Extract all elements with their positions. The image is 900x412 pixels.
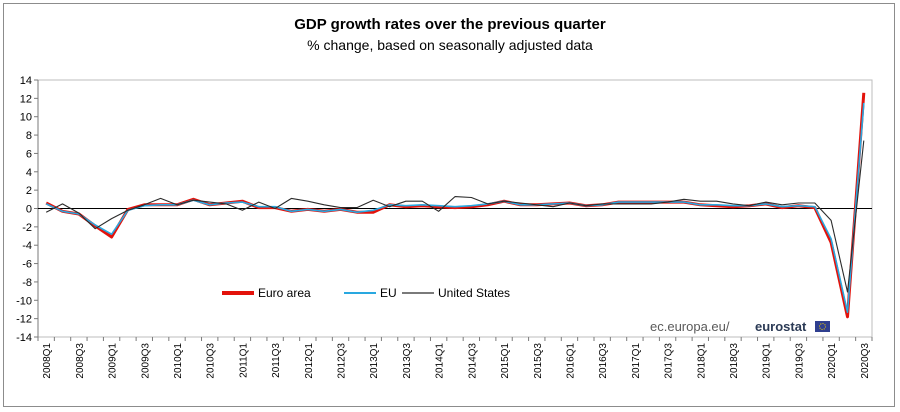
y-tick-label: 14: [20, 75, 32, 87]
series-line-united-states: [45, 140, 865, 293]
x-tick-label: 2010Q3: [206, 343, 217, 379]
x-tick-label: 2020Q3: [860, 343, 871, 379]
y-tick-label: -6: [22, 259, 32, 271]
series-layer: [45, 92, 866, 319]
x-tick-label: 2020Q1: [827, 343, 838, 379]
x-tick-label: 2013Q1: [369, 343, 380, 379]
x-tick-label: 2010Q1: [173, 343, 184, 379]
x-tick-label: 2012Q3: [337, 343, 348, 379]
x-tick-label: 2015Q3: [533, 343, 544, 379]
x-tick-label: 2008Q1: [42, 343, 53, 379]
source-credit: ec.europa.eu/ eurostat: [650, 319, 830, 334]
y-tick-label: 10: [20, 112, 32, 124]
x-tick-label: 2019Q1: [762, 343, 773, 379]
legend-label-euro-area: Euro area: [258, 286, 311, 300]
legend: Euro area EU United States: [222, 286, 510, 300]
y-tick-label: -8: [22, 277, 32, 289]
source-brand: eurostat: [755, 319, 807, 334]
legend-label-eu: EU: [380, 286, 397, 300]
y-tick-label: 2: [26, 185, 32, 197]
source-url: ec.europa.eu/: [650, 319, 730, 334]
x-tick-label: 2019Q3: [794, 343, 805, 379]
legend-label-united-states: United States: [438, 286, 510, 300]
x-tick-label: 2015Q1: [500, 343, 511, 379]
eu-flag-icon: [815, 321, 830, 332]
x-tick-label: 2017Q3: [664, 343, 675, 379]
x-tick-label: 2009Q3: [140, 343, 151, 379]
x-tick-label: 2012Q1: [304, 343, 315, 379]
x-tick-label: 2013Q3: [402, 343, 413, 379]
axis-layer: -14 -12 -10 -8 -6 -4 -2 0 2 4 6 8 10 12 14 2008Q1 2008Q3…: [16, 75, 873, 379]
y-tick-label: 12: [20, 93, 32, 105]
x-tick-label: 2016Q3: [598, 343, 609, 379]
y-tick-label: -12: [16, 314, 32, 326]
x-tick-label: 2016Q1: [565, 343, 576, 379]
y-tick-label: 4: [26, 167, 32, 179]
chart-title: GDP growth rates over the previous quart…: [294, 16, 606, 33]
x-tick-label: 2014Q3: [467, 343, 478, 379]
y-tick-label: -10: [16, 295, 32, 307]
x-tick-label: 2018Q1: [696, 343, 707, 379]
x-tick-label: 2008Q3: [75, 343, 86, 379]
x-tick-label: 2009Q1: [108, 343, 119, 379]
y-tick-label: -4: [22, 240, 32, 252]
x-tick-label: 2011Q3: [271, 343, 282, 378]
y-tick-label: 6: [26, 148, 32, 160]
x-tick-label: 2017Q1: [631, 343, 642, 379]
eu-stars-icon: [819, 323, 826, 330]
x-tick-label: 2011Q1: [238, 343, 249, 378]
x-tick-label: 2014Q1: [435, 343, 446, 379]
y-tick-label: -2: [22, 222, 32, 234]
y-tick-label: 0: [26, 204, 32, 216]
x-tick-label: 2018Q3: [729, 343, 740, 379]
y-tick-label: -14: [16, 332, 32, 344]
y-tick-label: 8: [26, 130, 32, 142]
chart-subtitle: % change, based on seasonally adjusted d…: [307, 37, 593, 53]
